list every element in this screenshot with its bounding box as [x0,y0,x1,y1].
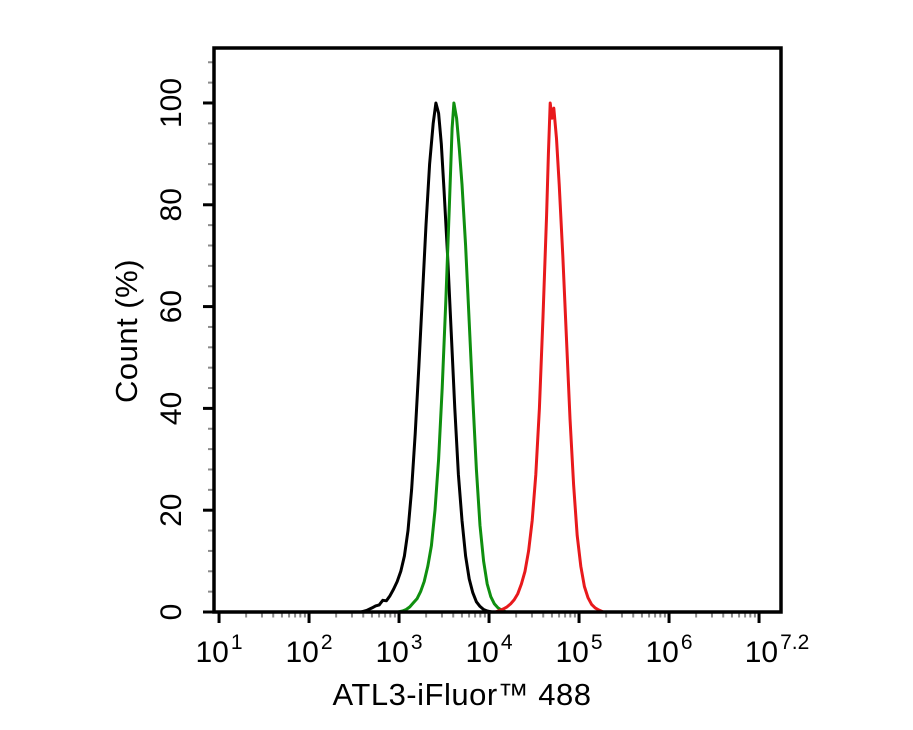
curves-layer [359,101,605,614]
x-tick-label: 104 [466,631,513,669]
y-tick-label: 0 [155,604,188,621]
x-tick-label: 107.2 [745,631,810,669]
y-tick-label: 60 [155,290,188,323]
axes-layer [203,46,783,623]
x-axis-title: ATL3-iFluor™ 488 [333,677,592,712]
y-tick-label: 80 [155,188,188,221]
x-tick-label: 102 [286,631,333,669]
y-tick-label: 100 [155,78,188,128]
x-tick-label: 103 [376,631,423,669]
x-tick-label: 106 [646,631,693,669]
tick-labels-layer: 101 102 103 104 105 106 107.2 0 20 40 60 80 100 [155,78,809,669]
y-axis-title: Count (%) [109,259,144,403]
plot-border [212,46,783,614]
y-tick-label: 40 [155,392,188,425]
y-tick-label: 20 [155,494,188,527]
x-tick-label: 101 [196,631,243,669]
x-tick-label: 105 [556,631,603,669]
red-histogram-curve [493,101,605,614]
green-histogram-curve [396,101,508,614]
black-histogram-curve [359,101,494,614]
